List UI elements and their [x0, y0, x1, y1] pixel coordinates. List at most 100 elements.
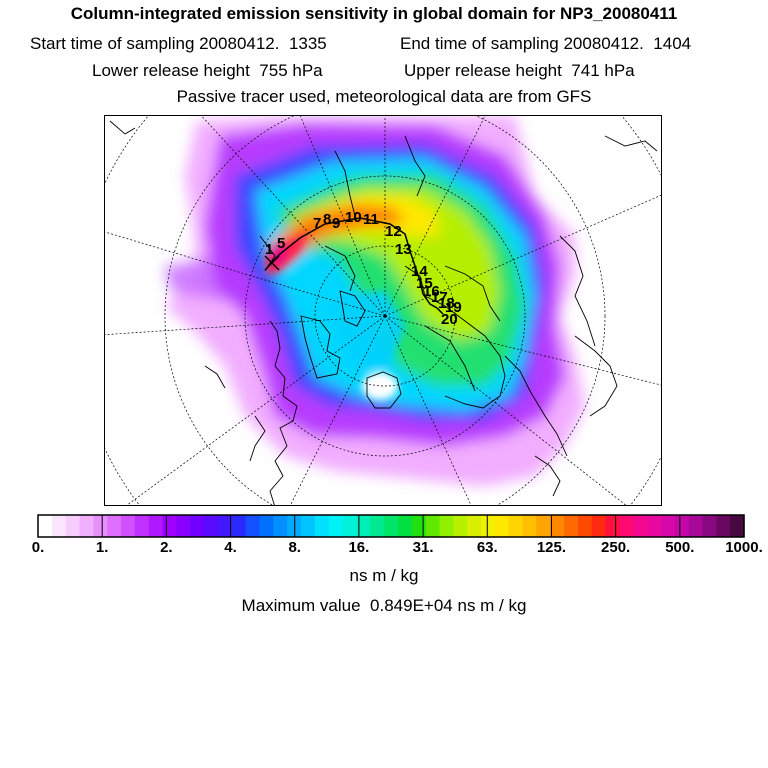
colorbar-swatch: [51, 515, 67, 537]
track-label: 19: [445, 299, 462, 316]
colorbar-swatch: [328, 515, 344, 537]
colorbar-swatch: [508, 515, 524, 537]
colorbar-swatch: [494, 515, 510, 537]
colorbar-swatch: [65, 515, 81, 537]
colorbar-tick-label: 8.: [288, 539, 301, 556]
map-panel: 1 5 7 8 9 10 11 12 13 14 15 16 17 18 19 …: [104, 115, 662, 506]
colorbar-swatch: [591, 515, 607, 537]
colorbar-swatch: [674, 515, 690, 537]
colorbar-swatch: [577, 515, 593, 537]
upper-release-height: Upper release height 741 hPa: [404, 61, 635, 81]
graticule: [105, 116, 661, 505]
colorbar-tick-label: 16.: [348, 539, 370, 556]
start-time-value: 1335: [288, 34, 327, 53]
colorbar-swatch: [425, 515, 441, 537]
colorbar-swatch: [660, 515, 676, 537]
track-label: 15: [416, 275, 433, 292]
colorbar-tick-label: 4.: [224, 539, 237, 556]
lower-release-value: 755 hPa: [259, 61, 323, 80]
colorbar-swatch: [190, 515, 205, 537]
colorbar-swatch: [93, 515, 108, 537]
colorbar-tick-label: 31.: [412, 539, 434, 556]
upper-release-label: Upper release height: [404, 61, 562, 80]
start-time-label: Start time of sampling 20080412.: [30, 34, 280, 53]
plot-title: Column-integrated emission sensitivity i…: [70, 4, 678, 23]
track-label: 5: [277, 235, 285, 252]
release-point-marker: [264, 255, 280, 271]
colorbar-swatch: [467, 515, 482, 537]
colorbar-tick-label: 500.: [665, 539, 695, 556]
maximum-value-unit: ns m / kg: [457, 596, 527, 615]
colorbar-swatch: [605, 515, 621, 537]
colorbar-swatch: [480, 515, 496, 537]
sensitivity-map: 1 5 7 8 9 10 11 12 13 14 15 16 17 18 19 …: [105, 116, 661, 505]
track-label: 1: [265, 241, 273, 258]
maximum-value-number: 0.849E+04: [370, 596, 453, 615]
colorbar-swatch: [730, 515, 745, 537]
track-label: 9: [332, 215, 340, 232]
colorbar-swatch: [702, 515, 717, 537]
colorbar-swatch: [688, 515, 704, 537]
colorbar-swatch: [564, 515, 579, 537]
track-label: 20: [441, 311, 458, 328]
colorbar-swatch: [356, 515, 371, 537]
lower-release-label: Lower release height: [92, 61, 250, 80]
colorbar-swatch: [716, 515, 731, 537]
colorbar-swatch: [453, 515, 468, 537]
colorbar-swatch: [439, 515, 454, 537]
colorbar-swatch: [536, 515, 551, 537]
colorbar-swatch: [259, 515, 274, 537]
colorbar-tick-label: 63.: [476, 539, 498, 556]
maximum-value: Maximum value 0.849E+04 ns m / kg: [0, 596, 768, 616]
tracer-note: Passive tracer used, meteorological data…: [176, 87, 592, 106]
emission-field: [165, 116, 585, 486]
upper-release-value: 741 hPa: [571, 61, 635, 80]
colorbar-swatch: [107, 515, 122, 537]
track-label: 10: [345, 209, 362, 226]
track-label: 12: [385, 223, 402, 240]
colorbar-swatch: [647, 515, 662, 537]
maximum-value-label: Maximum value: [241, 596, 361, 615]
colorbar-swatch: [176, 515, 191, 537]
track-label: 8: [323, 211, 331, 228]
colorbar-tick-label: 125.: [536, 539, 567, 556]
track-label: 13: [395, 241, 412, 258]
colorbar-swatch: [204, 515, 219, 537]
colorbar-tick-label: 1.: [95, 539, 109, 556]
track-label: 11: [363, 211, 379, 228]
colorbar-swatch: [217, 515, 233, 537]
colorbar-swatch: [245, 515, 261, 537]
colorbar-swatch: [231, 515, 247, 537]
colorbar-swatch: [550, 515, 565, 537]
colorbar-swatch: [38, 515, 53, 537]
coastlines: [109, 120, 658, 505]
colorbar-tick-label: 250.: [601, 539, 631, 556]
colorbar-tick-label: 2.: [160, 539, 173, 556]
end-time-value: 1404: [653, 34, 692, 53]
lower-release-height: Lower release height 755 hPa: [92, 61, 323, 81]
colorbar-swatch: [134, 515, 150, 537]
start-time: Start time of sampling 20080412. 1335: [30, 34, 327, 54]
colorbar-swatch: [619, 515, 634, 537]
colorbar-swatch: [121, 515, 136, 537]
flight-track: [267, 217, 444, 315]
colorbar-swatch: [314, 515, 330, 537]
colorbar-tick-label: 0.: [31, 539, 45, 556]
colorbar-swatch: [384, 515, 399, 537]
colorbar-swatch: [79, 515, 94, 537]
track-label: 7: [313, 215, 321, 232]
colorbar: [37, 514, 745, 543]
colorbar-swatch: [397, 515, 413, 537]
colorbar-swatch: [522, 515, 537, 537]
colorbar-svg: [37, 514, 745, 538]
colorbar-swatch: [273, 515, 288, 537]
track-labels: 1 5 7 8 9 10 11 12 13 14 15 16 17 18 19 …: [265, 209, 462, 328]
colorbar-swatch: [342, 515, 357, 537]
track-label: 17: [431, 289, 448, 306]
colorbar-swatch: [370, 515, 385, 537]
end-time-label: End time of sampling 20080412.: [400, 34, 644, 53]
colorbar-swatch: [633, 515, 648, 537]
track-label: 16: [423, 283, 440, 300]
end-time: End time of sampling 20080412. 1404: [400, 34, 691, 54]
colorbar-border: [37, 514, 745, 538]
